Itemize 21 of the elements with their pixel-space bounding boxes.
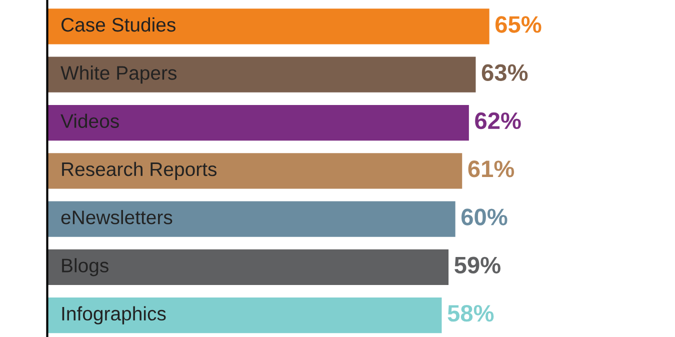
bar	[47, 153, 462, 189]
data-label: 63%	[482, 64, 528, 81]
bar	[47, 201, 456, 237]
y-tick-label: White Papers	[60, 66, 177, 84]
bar	[47, 56, 476, 92]
bar	[47, 249, 449, 286]
data-label: 60%	[461, 208, 508, 226]
data-label: 58%	[448, 304, 494, 322]
bar	[47, 104, 469, 141]
bar	[47, 298, 442, 334]
data-label: 62%	[475, 112, 521, 130]
y-tick-label: Infographics	[62, 306, 166, 324]
bar	[47, 8, 490, 44]
y-tick-label: Research Reports	[62, 162, 217, 180]
data-label: 61%	[468, 160, 514, 178]
y-tick-label: Videos	[60, 114, 119, 128]
data-label: 59%	[454, 256, 500, 274]
y-tick-label: Case Studies	[62, 17, 176, 32]
y-tick-label: Blogs	[62, 258, 108, 276]
data-label: 65%	[495, 16, 542, 33]
y-tick-label: eNewsletters	[61, 210, 172, 224]
